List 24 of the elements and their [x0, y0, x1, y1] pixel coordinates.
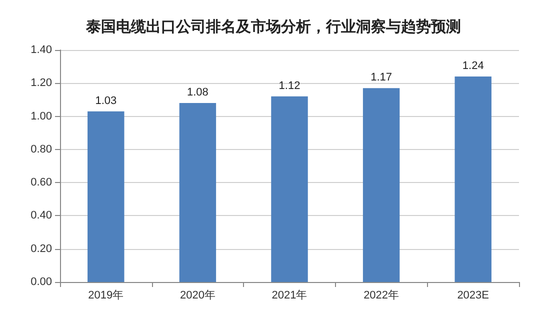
chart-title: 泰国电缆出口公司排名及市场分析，行业洞察与趋势预测 — [85, 18, 461, 36]
x-tick-label: 2021年 — [272, 290, 308, 302]
y-tick-label: 1.00 — [30, 110, 52, 122]
bar — [179, 103, 216, 282]
bar — [271, 96, 308, 282]
y-tick-label: 0.60 — [30, 176, 52, 189]
x-tick-label: 2022年 — [364, 290, 400, 302]
x-tick-label: 2023E — [457, 290, 490, 302]
data-label: 1.03 — [95, 94, 117, 107]
y-tick-label: 0.00 — [30, 276, 52, 288]
y-tick-label: 1.40 — [30, 44, 52, 56]
data-label: 1.12 — [278, 80, 300, 92]
data-label: 1.08 — [186, 86, 208, 99]
x-tick-label: 2019年 — [88, 290, 124, 302]
data-label: 1.17 — [370, 72, 392, 84]
y-tick-label: 0.40 — [30, 210, 52, 222]
y-tick-label: 0.80 — [30, 143, 52, 156]
y-tick-label: 0.20 — [30, 242, 52, 255]
bar — [88, 111, 124, 282]
bar — [362, 88, 400, 282]
data-label: 1.24 — [462, 60, 484, 72]
x-tick-label: 2020年 — [180, 290, 216, 302]
y-tick-label: 1.20 — [30, 77, 52, 90]
bar — [454, 76, 492, 282]
